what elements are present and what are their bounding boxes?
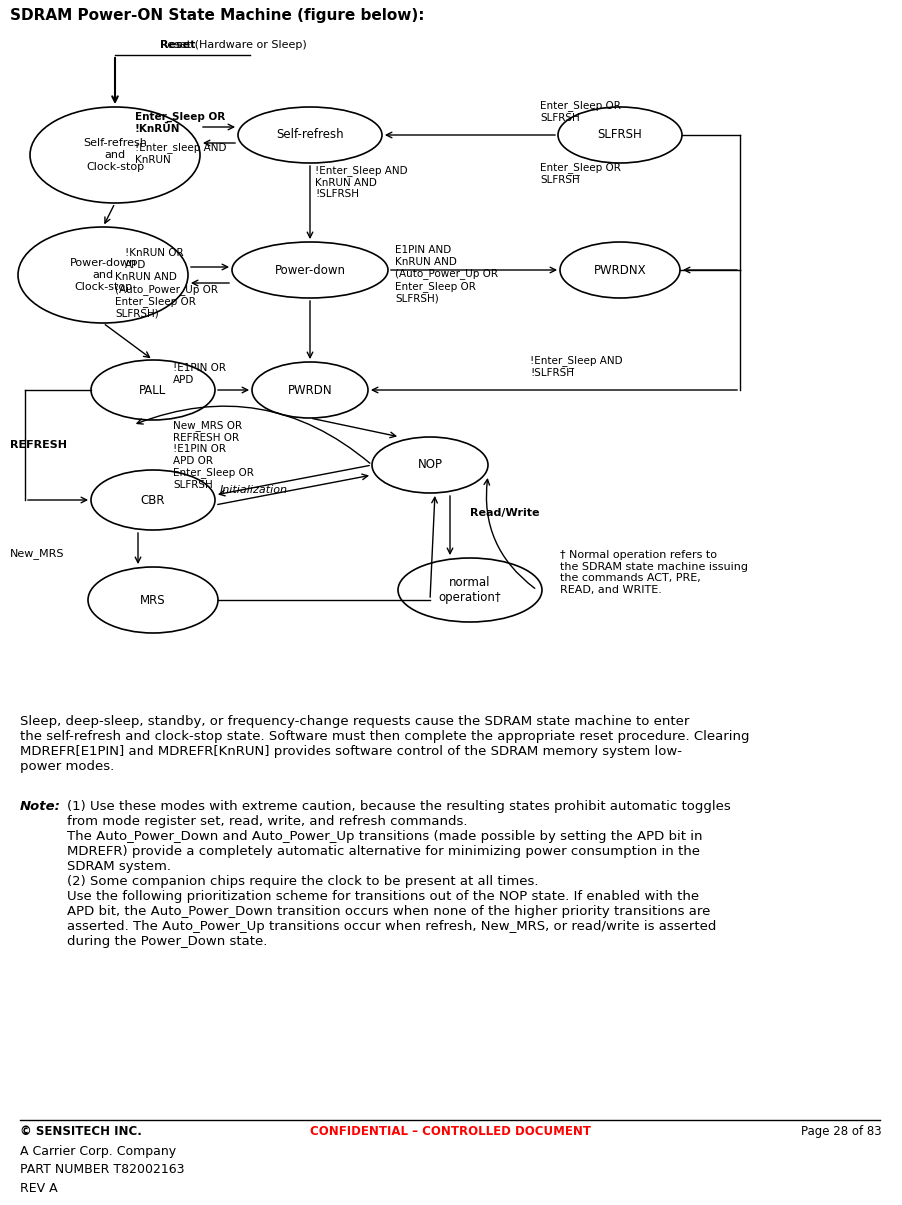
Text: Enter_Sleep OR
SLFRS̅H̅: Enter_Sleep OR SLFRS̅H̅ xyxy=(540,161,621,184)
Text: CBR: CBR xyxy=(141,494,165,506)
Text: Reset: Reset xyxy=(160,40,196,49)
Text: REV A: REV A xyxy=(20,1182,58,1195)
Text: !KnRUN OR
APD: !KnRUN OR APD xyxy=(125,248,184,270)
Text: (1) Use these modes with extreme caution, because the resulting states prohibit : (1) Use these modes with extreme caution… xyxy=(67,800,731,948)
Text: † Normal operation refers to
the SDRAM state machine issuing
the commands ACT, P: † Normal operation refers to the SDRAM s… xyxy=(560,549,748,595)
Text: A Carrier Corp. Company: A Carrier Corp. Company xyxy=(20,1145,176,1158)
Text: PART NUMBER T82002163: PART NUMBER T82002163 xyxy=(20,1163,185,1176)
Text: © SENSITECH INC.: © SENSITECH INC. xyxy=(20,1125,142,1138)
Text: !E1PIN OR
APD: !E1PIN OR APD xyxy=(173,363,226,384)
Text: PALL: PALL xyxy=(140,383,167,396)
Text: Power-down
and
Clock-stop: Power-down and Clock-stop xyxy=(69,258,136,292)
Text: CONFIDENTIAL – CONTROLLED DOCUMENT: CONFIDENTIAL – CONTROLLED DOCUMENT xyxy=(310,1125,592,1138)
Text: REFRESH: REFRESH xyxy=(10,440,67,449)
Text: Enter_Sleep OR
SLFRSH: Enter_Sleep OR SLFRSH xyxy=(540,100,621,123)
Text: SDRAM Power-ON State Machine (figure below):: SDRAM Power-ON State Machine (figure bel… xyxy=(10,8,425,23)
Text: Reset (Hardware or Sleep): Reset (Hardware or Sleep) xyxy=(160,40,307,49)
Text: Page 28 of 83: Page 28 of 83 xyxy=(801,1125,882,1138)
Text: normal
operation†: normal operation† xyxy=(438,576,502,604)
Text: KnRUN AND
(Auto_Power_Up OR
Enter_Sleep OR
SLFRSH): KnRUN AND (Auto_Power_Up OR Enter_Sleep … xyxy=(115,272,218,318)
Text: Initialization: Initialization xyxy=(220,484,288,495)
Text: NOP: NOP xyxy=(418,458,443,471)
Text: Sleep, deep-sleep, standby, or frequency-change requests cause the SDRAM state m: Sleep, deep-sleep, standby, or frequency… xyxy=(20,715,750,772)
Text: E1PIN AND
KnRUN AND
(Auto_Power_Up OR
Enter_Sleep OR
SLFRSH): E1PIN AND KnRUN AND (Auto_Power_Up OR En… xyxy=(395,245,498,304)
Text: SLFRSH: SLFRSH xyxy=(598,129,642,141)
Text: !Enter_Sleep AND
KnRUN AND
!SLFRSH: !Enter_Sleep AND KnRUN AND !SLFRSH xyxy=(315,165,408,199)
Text: Read/Write: Read/Write xyxy=(470,509,539,518)
Text: PWRDNX: PWRDNX xyxy=(594,264,647,276)
Text: MRS: MRS xyxy=(140,594,166,606)
Text: Self-refresh
and
Clock-stop: Self-refresh and Clock-stop xyxy=(83,139,147,171)
Text: Enter_Sleep OR
!KnRŪN: Enter_Sleep OR !KnRŪN xyxy=(135,112,226,134)
Text: !Enter_sleep AND
KnRUN: !Enter_sleep AND KnRUN xyxy=(135,142,226,165)
Text: Note:: Note: xyxy=(20,800,60,813)
Text: PWRDN: PWRDN xyxy=(288,383,332,396)
Text: Self-refresh: Self-refresh xyxy=(276,129,344,141)
Text: Power-down: Power-down xyxy=(274,264,345,276)
Text: New_MRS: New_MRS xyxy=(10,548,65,559)
Text: !Enter_Sleep AND
!SLFRSH̅: !Enter_Sleep AND !SLFRSH̅ xyxy=(530,355,622,377)
Text: New_MRS OR
REFRESH OR
!E1PIN OR
APD OR
Enter_Sleep OR
SLFRSH: New_MRS OR REFRESH OR !E1PIN OR APD OR E… xyxy=(173,421,253,489)
